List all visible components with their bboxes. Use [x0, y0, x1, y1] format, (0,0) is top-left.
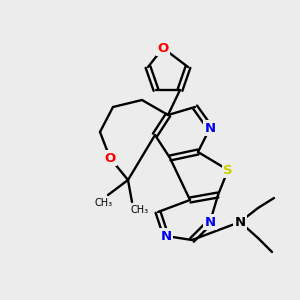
Text: N: N — [204, 215, 216, 229]
Text: S: S — [223, 164, 233, 176]
Text: CH₃: CH₃ — [95, 198, 113, 208]
Text: N: N — [160, 230, 172, 242]
Text: O: O — [158, 41, 169, 55]
Text: O: O — [104, 152, 116, 164]
Text: CH₃: CH₃ — [131, 205, 149, 215]
Text: N: N — [204, 122, 216, 134]
Text: N: N — [234, 215, 246, 229]
